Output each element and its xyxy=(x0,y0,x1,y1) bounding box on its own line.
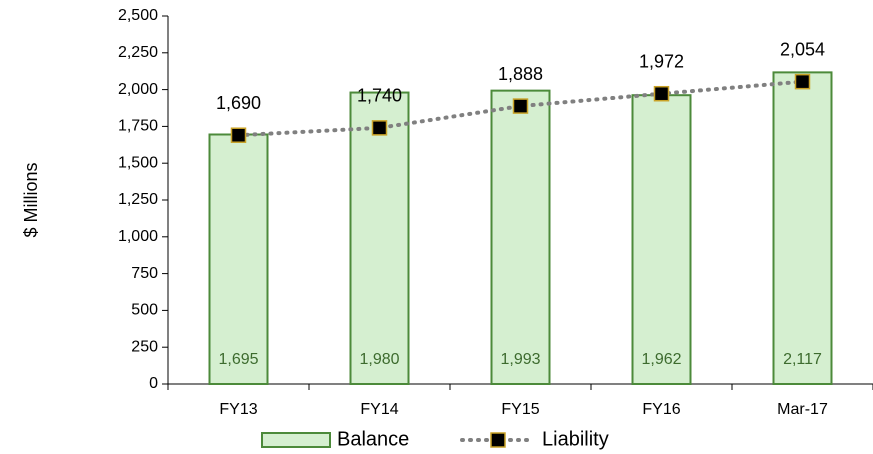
line-value-label: 1,690 xyxy=(216,93,261,113)
bar-value-label: 1,993 xyxy=(500,351,540,368)
legend-label: Balance xyxy=(337,428,409,450)
y-tick-label: 2,500 xyxy=(118,7,158,24)
bar-value-label: 1,695 xyxy=(218,351,258,368)
line-value-label: 1,972 xyxy=(639,51,684,71)
bar xyxy=(490,89,551,385)
y-tick-label: 750 xyxy=(131,265,158,282)
y-tick-label: 0 xyxy=(149,375,158,392)
y-tick-label: 500 xyxy=(131,302,158,319)
bar-value-label: 1,962 xyxy=(641,351,681,368)
y-tick-label: 2,250 xyxy=(118,44,158,61)
bar xyxy=(772,71,833,386)
bar xyxy=(208,133,269,385)
legend-swatch xyxy=(261,432,331,448)
legend-marker xyxy=(490,432,506,448)
x-tick-label: FY15 xyxy=(501,401,539,418)
bar xyxy=(631,94,692,385)
bar xyxy=(349,91,410,385)
line-value-label: 1,740 xyxy=(357,86,402,106)
line-value-label: 1,888 xyxy=(498,64,543,84)
line xyxy=(236,79,805,138)
y-tick-label: 250 xyxy=(131,338,158,355)
line-marker xyxy=(794,73,811,90)
line-value-label: 2,054 xyxy=(780,39,825,59)
bar-value-label: 1,980 xyxy=(359,351,399,368)
y-tick-label: 1,750 xyxy=(118,118,158,135)
y-axis-title: $ Millions xyxy=(21,162,41,237)
legend-label: Liability xyxy=(542,428,609,450)
x-tick-label: FY16 xyxy=(642,401,680,418)
line-marker xyxy=(371,120,388,136)
y-tick-label: 2,000 xyxy=(118,81,158,98)
y-tick-label: 1,000 xyxy=(118,228,158,245)
line-marker xyxy=(512,98,529,114)
bar-value-label: 2,117 xyxy=(783,351,822,368)
line-marker xyxy=(230,127,247,143)
x-tick-label: FY14 xyxy=(360,401,398,418)
line-marker xyxy=(653,85,670,102)
x-tick-label: Mar-17 xyxy=(777,401,828,418)
y-tick-label: 1,250 xyxy=(118,191,158,208)
y-tick-label: 1,500 xyxy=(118,154,158,171)
x-tick-label: FY13 xyxy=(219,401,257,418)
